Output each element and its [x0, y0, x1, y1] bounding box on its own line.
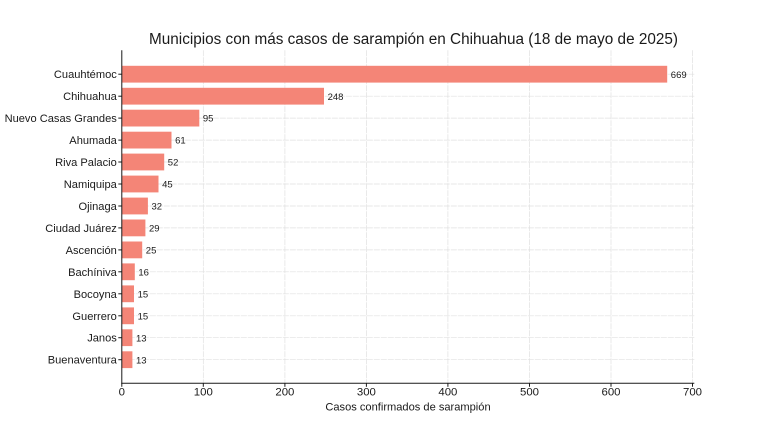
- svg-text:100: 100: [194, 387, 213, 399]
- svg-text:0: 0: [119, 387, 125, 399]
- svg-text:95: 95: [203, 114, 214, 125]
- svg-text:16: 16: [138, 267, 149, 278]
- svg-text:Janos: Janos: [87, 333, 117, 345]
- svg-text:13: 13: [136, 355, 147, 366]
- svg-text:45: 45: [162, 180, 173, 191]
- svg-text:Cuauhtémoc: Cuauhtémoc: [54, 69, 117, 81]
- svg-text:52: 52: [168, 158, 179, 169]
- svg-text:Ojinaga: Ojinaga: [79, 201, 118, 213]
- svg-text:Riva Palacio: Riva Palacio: [55, 157, 117, 169]
- svg-text:700: 700: [683, 387, 702, 399]
- svg-text:29: 29: [149, 224, 160, 235]
- svg-text:Ahumada: Ahumada: [69, 135, 117, 147]
- svg-text:Nuevo Casas Grandes: Nuevo Casas Grandes: [5, 113, 118, 125]
- svg-text:Namiquipa: Namiquipa: [64, 179, 118, 191]
- svg-text:500: 500: [520, 387, 539, 399]
- svg-text:25: 25: [146, 246, 157, 257]
- svg-text:Ciudad Juárez: Ciudad Juárez: [45, 223, 117, 235]
- svg-text:Bocoyna: Bocoyna: [74, 289, 118, 301]
- svg-text:Chihuahua: Chihuahua: [63, 91, 117, 103]
- svg-text:300: 300: [357, 387, 376, 399]
- svg-text:Municipios con más casos de sa: Municipios con más casos de sarampión en…: [149, 31, 678, 48]
- svg-text:Guerrero: Guerrero: [72, 311, 116, 323]
- svg-text:13: 13: [136, 333, 147, 344]
- svg-text:Casos confirmados de sarampión: Casos confirmados de sarampión: [325, 402, 490, 414]
- svg-text:Buenaventura: Buenaventura: [48, 355, 118, 367]
- svg-text:15: 15: [138, 311, 149, 322]
- svg-text:400: 400: [438, 387, 457, 399]
- svg-text:Bachíniva: Bachíniva: [68, 267, 118, 279]
- svg-text:Ascención: Ascención: [66, 245, 117, 257]
- svg-text:600: 600: [601, 387, 620, 399]
- svg-text:669: 669: [671, 70, 687, 81]
- svg-text:248: 248: [328, 92, 344, 103]
- svg-text:61: 61: [175, 136, 186, 147]
- svg-text:32: 32: [152, 202, 163, 213]
- svg-text:15: 15: [138, 289, 149, 300]
- svg-text:200: 200: [275, 387, 294, 399]
